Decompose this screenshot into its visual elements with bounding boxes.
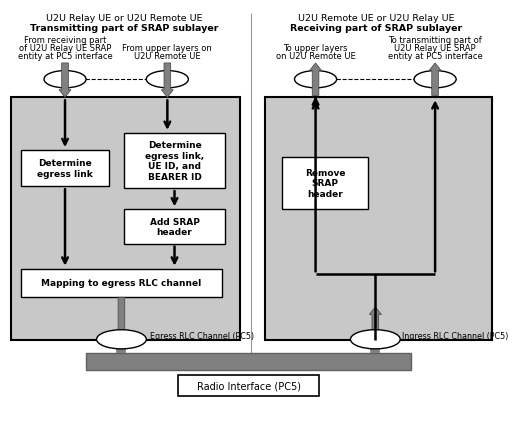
FancyArrow shape (369, 307, 382, 330)
Ellipse shape (96, 330, 147, 349)
Ellipse shape (44, 71, 86, 89)
Text: Remove
SRAP
header: Remove SRAP header (305, 169, 345, 198)
Bar (21, 269, 222, 298)
Text: entity at PC5 interface: entity at PC5 interface (17, 52, 112, 61)
Text: To upper layers: To upper layers (284, 44, 348, 53)
Text: Determine
egress link: Determine egress link (37, 159, 93, 178)
Text: Ingress RLC Channel (PC5): Ingress RLC Channel (PC5) (402, 331, 509, 340)
Ellipse shape (350, 330, 400, 349)
FancyArrow shape (115, 298, 128, 348)
Text: U2U Remote UE: U2U Remote UE (134, 52, 201, 61)
Text: of U2U Relay UE SRAP: of U2U Relay UE SRAP (19, 44, 111, 53)
Bar (86, 353, 411, 370)
Text: on U2U Remote UE: on U2U Remote UE (276, 52, 355, 61)
Text: From upper layers on: From upper layers on (122, 44, 212, 53)
Bar (124, 210, 225, 244)
Bar (124, 133, 225, 189)
Text: Determine
egress link,
UE ID, and
BEARER ID: Determine egress link, UE ID, and BEARER… (145, 141, 204, 181)
Text: Egress RLC Channel (PC5): Egress RLC Channel (PC5) (150, 331, 254, 340)
FancyArrow shape (309, 64, 321, 96)
Ellipse shape (295, 71, 337, 89)
Text: U2U Relay UE or U2U Remote UE: U2U Relay UE or U2U Remote UE (46, 15, 202, 23)
Bar (178, 375, 319, 396)
FancyArrow shape (429, 64, 441, 96)
Text: entity at PC5 interface: entity at PC5 interface (388, 52, 483, 61)
Text: From receiving part: From receiving part (24, 37, 106, 46)
Ellipse shape (414, 71, 456, 89)
Text: U2U Remote UE or U2U Relay UE: U2U Remote UE or U2U Relay UE (298, 15, 454, 23)
FancyArrow shape (59, 64, 71, 98)
Bar (265, 98, 492, 341)
Text: Add SRAP
header: Add SRAP header (150, 217, 199, 237)
Text: To transmitting part of: To transmitting part of (388, 37, 482, 46)
Text: U2U Relay UE SRAP: U2U Relay UE SRAP (394, 44, 476, 53)
Bar (282, 157, 368, 210)
Text: Mapping to egress RLC channel: Mapping to egress RLC channel (41, 279, 201, 288)
Text: Transmitting part of SRAP sublayer: Transmitting part of SRAP sublayer (30, 24, 219, 33)
Bar (21, 150, 109, 187)
Text: Receiving part of SRAP sublayer: Receiving part of SRAP sublayer (290, 24, 462, 33)
Text: Radio Interface (PC5): Radio Interface (PC5) (197, 380, 300, 390)
Ellipse shape (147, 71, 188, 89)
Bar (12, 98, 240, 341)
FancyArrow shape (161, 64, 173, 98)
